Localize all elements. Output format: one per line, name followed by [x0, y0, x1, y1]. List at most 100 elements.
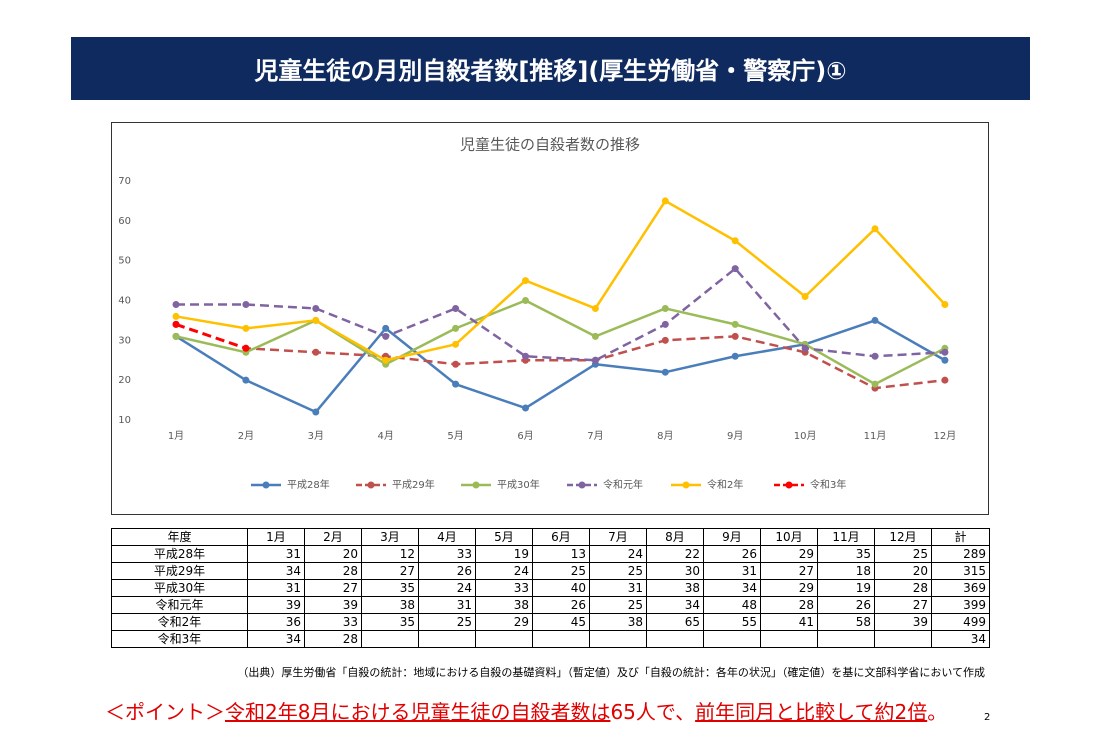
table-cell: 27 [361, 562, 419, 580]
x-tick-label: 4月 [378, 430, 394, 442]
table-cell: 22 [646, 545, 704, 563]
table-cell [589, 630, 647, 648]
table-cell: 34 [247, 562, 305, 580]
legend-marker [578, 481, 586, 489]
table-cell: 8月 [646, 528, 704, 546]
x-tick-label: 11月 [864, 430, 887, 442]
table-cell: 48 [703, 596, 761, 614]
table-cell: 24 [418, 579, 476, 597]
table-cell: 33 [475, 579, 533, 597]
data-point [731, 352, 739, 360]
y-tick-label: 60 [118, 216, 131, 227]
data-point [452, 324, 460, 332]
series-line [175, 322, 247, 350]
table-cell: 5月 [475, 528, 533, 546]
table-cell [760, 630, 818, 648]
x-tick-label: 6月 [517, 430, 533, 442]
x-tick-label: 5月 [447, 430, 463, 442]
legend-marker [472, 481, 480, 489]
table-cell: 34 [247, 630, 305, 648]
table-cell: 11月 [817, 528, 875, 546]
data-point [522, 352, 529, 360]
table-cell: 1月 [247, 528, 305, 546]
table-cell: 29 [760, 545, 818, 563]
table-cell: 20 [874, 562, 932, 580]
legend-label: 令和元年 [603, 478, 643, 491]
series-line [175, 199, 946, 362]
data-point [941, 356, 949, 364]
table-cell: 35 [817, 545, 875, 563]
table-cell: 499 [931, 613, 990, 631]
series-line [175, 299, 946, 386]
table-cell: 34 [931, 630, 990, 648]
legend-marker [367, 481, 375, 489]
table-cell: 45 [532, 613, 590, 631]
legend-label: 平成28年 [287, 478, 330, 491]
page-number: 2 [984, 712, 991, 723]
data-point [591, 304, 599, 312]
table-cell [532, 630, 590, 648]
table-cell: 33 [418, 545, 476, 563]
table-cell: 399 [931, 596, 990, 614]
table-cell: 38 [589, 613, 647, 631]
table-cell: 令和2年 [111, 613, 248, 631]
table-row: 令和3年 34 28 34 [111, 630, 990, 648]
data-point [172, 312, 180, 320]
table-cell: 25 [874, 545, 932, 563]
data-point [242, 324, 250, 332]
table-cell: 58 [817, 613, 875, 631]
table-cell: 13 [532, 545, 590, 563]
data-point [591, 332, 599, 340]
table-row: 平成29年 34 28 27 26 24 25 25 30 31 27 18 20 315 [111, 562, 990, 580]
table-cell: 20 [304, 545, 362, 563]
table-cell: 年度 [111, 528, 248, 546]
table-cell [703, 630, 761, 648]
table-row: 年度 1月 2月 3月 4月 5月 6月 7月 8月 9月 10月 11月 12月計 [111, 528, 990, 546]
data-point [731, 332, 739, 340]
data-point [661, 336, 669, 344]
data-point [941, 376, 949, 384]
table-cell: 12月 [874, 528, 932, 546]
table-cell: 31 [418, 596, 476, 614]
table-cell: 36 [247, 613, 305, 631]
chart-title: 児童生徒の自殺者数の推移 [460, 136, 640, 154]
table-cell: 19 [475, 545, 533, 563]
table-cell: 34 [646, 596, 704, 614]
data-point [242, 344, 250, 352]
data-point [871, 352, 879, 360]
data-point [172, 300, 180, 308]
data-point [731, 237, 739, 245]
data-point [452, 360, 460, 368]
data-point [731, 265, 739, 273]
table-cell: 31 [247, 545, 305, 563]
table-cell: 24 [475, 562, 533, 580]
table-cell: 25 [532, 562, 590, 580]
table-cell: 6月 [532, 528, 590, 546]
data-point [172, 320, 180, 328]
data-point [522, 297, 529, 304]
table-cell: 31 [247, 579, 305, 597]
x-tick-label: 12月 [934, 430, 957, 442]
source-note: （出典）厚生労働省「自殺の統計：地域における自殺の基礎資料」（暫定値）及び「自殺… [237, 666, 985, 679]
legend-label: 平成29年 [392, 478, 435, 491]
point-segment: 前年同月と比較して約2倍 [695, 700, 928, 724]
table-cell: 25 [589, 562, 647, 580]
data-point [522, 404, 529, 412]
point-segment: 65人で、 [610, 700, 696, 724]
table-cell: 55 [703, 613, 761, 631]
table-cell: 27 [760, 562, 818, 580]
table-cell: 10月 [760, 528, 818, 546]
y-tick-label: 20 [118, 375, 131, 386]
table-cell: 65 [646, 613, 704, 631]
data-point [452, 304, 460, 312]
table-cell [475, 630, 533, 648]
data-point [661, 368, 669, 376]
table-cell: 35 [361, 579, 419, 597]
table-cell: 38 [646, 579, 704, 597]
series-line [175, 323, 946, 390]
y-tick-label: 30 [118, 335, 131, 346]
table-cell: 7月 [589, 528, 647, 546]
x-tick-label: 9月 [727, 430, 743, 442]
y-tick-label: 70 [118, 176, 131, 187]
